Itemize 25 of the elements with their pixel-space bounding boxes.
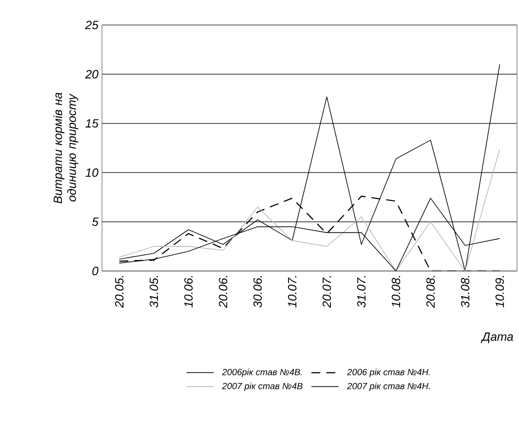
x-tick-label: 10.07.	[288, 276, 296, 308]
x-tick-label: 20.06.	[218, 276, 228, 308]
y-tick-label: 5	[92, 218, 99, 226]
y-tick-label: 10	[85, 168, 98, 177]
legend-label: 2006рік став №4В.	[222, 368, 302, 378]
x-tick-label: 20.07.	[322, 276, 332, 308]
x-tick-label: 20.05.	[115, 276, 124, 308]
y-axis-title: Витрати кормів на одиницю приросту	[53, 92, 78, 204]
y-tick-label: 20	[85, 70, 98, 78]
x-tick-label: 31.08.	[460, 276, 470, 308]
y-tick-label: 0	[92, 266, 98, 276]
legend-label: 2006 рік став №4Н.	[347, 368, 430, 378]
x-tick-label: 10.08.	[392, 276, 400, 308]
x-tick-label: 31.07.	[357, 276, 366, 308]
x-axis-title: Дата	[480, 332, 514, 344]
x-tick-label: 10.09.	[495, 276, 504, 308]
x-tick-label: 10.06.	[184, 276, 193, 308]
legend-label: 2007 рік став №4Н.	[347, 382, 430, 391]
x-tick-label: 20.08.	[426, 276, 435, 308]
y-tick-label: 15	[85, 119, 98, 128]
x-tick-label: 30.06.	[253, 276, 262, 308]
legend-label: 2007 рік став №4В	[222, 382, 303, 391]
x-tick-label: 31.05.	[150, 276, 158, 308]
y-tick-label: 25	[85, 20, 98, 30]
line-series	[118, 148, 500, 271]
